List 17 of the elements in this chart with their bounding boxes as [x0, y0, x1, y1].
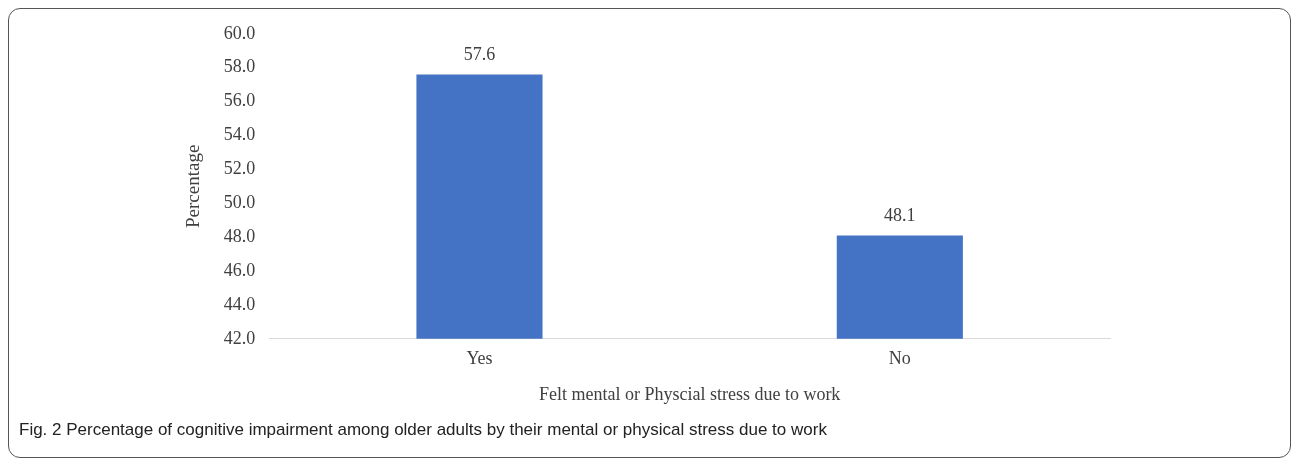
y-tick-label: 58.0 [223, 56, 256, 77]
y-tick-label: 50.0 [223, 191, 256, 212]
data-label: 48.1 [884, 205, 916, 226]
caption: Fig. 2 Percentage of cognitive impairment among older adults by their mental or physical stress due to work [18, 419, 828, 441]
y-tick-label: 42.0 [223, 327, 256, 348]
y-tick-label: 56.0 [223, 90, 256, 111]
y-tick-label: 48.0 [223, 225, 256, 246]
y-tick-label: 44.0 [223, 293, 256, 314]
data-label: 57.6 [463, 44, 496, 65]
y-tick-label: 60.0 [223, 22, 256, 43]
x-axis-title: Felt mental or Physcial stress due to work [538, 383, 841, 404]
x-tick-label: Yes [466, 348, 493, 369]
x-tick-label: No [888, 348, 911, 369]
y-tick-label: 52.0 [223, 158, 256, 179]
y-tick-label: 46.0 [223, 259, 256, 280]
y-axis-title: Percentage [182, 144, 204, 228]
y-tick-label: 54.0 [223, 124, 256, 145]
